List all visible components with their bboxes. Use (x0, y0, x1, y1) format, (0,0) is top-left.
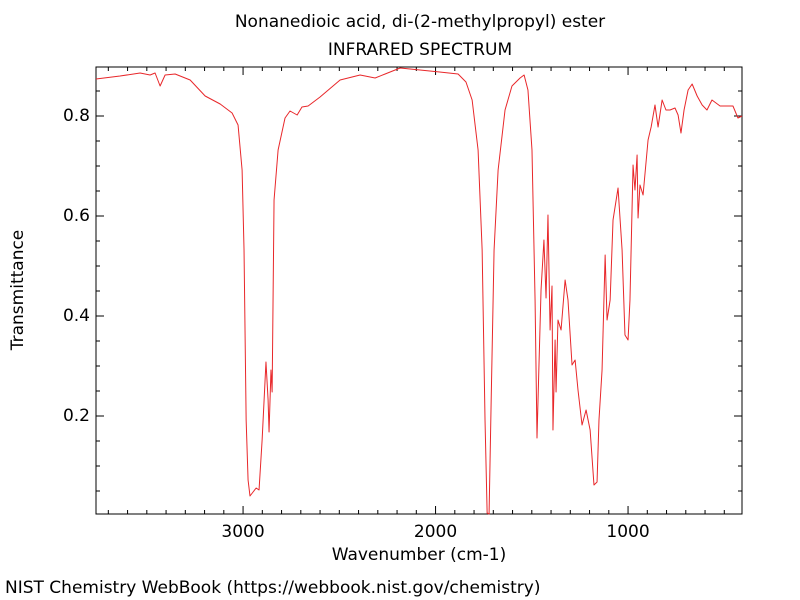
plot-frame (95, 66, 743, 515)
y-axis-label: Transmittance (8, 230, 28, 352)
x-tick-label: 3000 (221, 522, 264, 542)
chart-title: Nonanedioic acid, di-(2-methylpropyl) es… (235, 12, 605, 32)
y-tick-label: 0.8 (63, 106, 90, 126)
y-tick-label: 0.2 (63, 406, 90, 426)
chart-subtitle: INFRARED SPECTRUM (328, 40, 512, 60)
y-tick-label: 0.6 (63, 206, 90, 226)
x-tick-label: 1000 (606, 522, 649, 542)
y-tick-label: 0.4 (63, 306, 90, 326)
source-note: NIST Chemistry WebBook (https://webbook.… (5, 578, 540, 598)
spectrum-line (95, 67, 743, 515)
x-axis-label: Wavenumber (cm-1) (332, 545, 507, 565)
x-tick-label: 2000 (414, 522, 457, 542)
